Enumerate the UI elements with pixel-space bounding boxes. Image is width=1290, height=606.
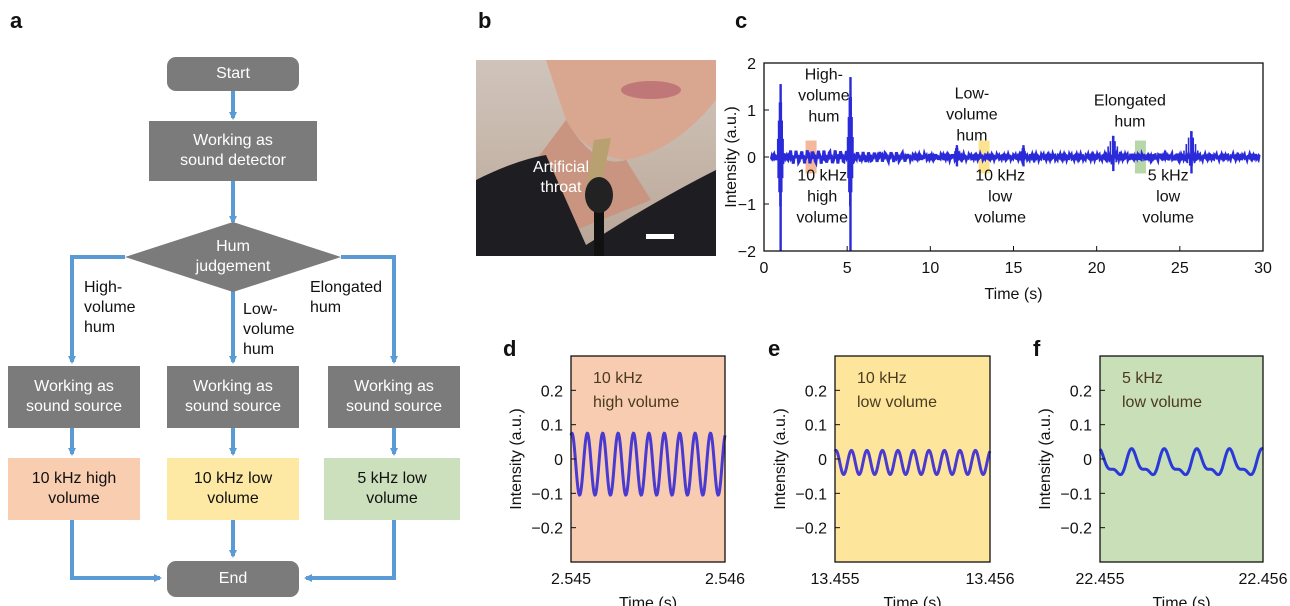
burst-0: [776, 84, 785, 251]
panel-letter-c: c: [735, 8, 748, 33]
series-label-d: 10 kHz high volume: [593, 370, 679, 411]
ytick-label-e-0: 0.2: [805, 383, 827, 400]
xtick-label-f-1: 22.456: [1239, 571, 1288, 588]
ytick-label-c-0: −2: [738, 244, 756, 261]
ytick-label-d-2: 0: [554, 452, 563, 469]
xtick-label-c-5: 25: [1171, 260, 1189, 277]
output-node-mid: 10 kHz low volume: [167, 458, 299, 520]
burst-1: [846, 77, 855, 251]
ytick-label-d-1: 0.1: [541, 418, 563, 435]
decision-label: Hum judgement: [195, 238, 271, 275]
panel-letter-d: d: [503, 336, 517, 361]
series-label-f: 5 kHz low volume: [1122, 370, 1202, 411]
ytick-label-d-0: 0.2: [541, 383, 563, 400]
photo-artificial-throat: Artificial throat: [476, 60, 716, 256]
branch-label-low: Low- volume hum: [243, 301, 295, 358]
annotation-c-2: Elongated hum: [1094, 92, 1166, 130]
waveform-e: [833, 448, 992, 476]
xtick-label-f-0: 22.455: [1076, 571, 1125, 588]
burst-5: [1183, 131, 1200, 174]
ylabel-c: Intensity (a.u.): [723, 106, 740, 207]
ytick-label-f-3: −0.1: [1060, 486, 1092, 503]
ytick-label-f-1: 0.1: [1070, 418, 1092, 435]
ylabel-d: Intensity (a.u.): [508, 408, 525, 509]
ytick-label-e-2: 0: [818, 452, 827, 469]
annotation-c-4: 10 kHz low volume: [974, 168, 1026, 227]
panel-letter-a: a: [10, 8, 23, 33]
xtick-label-d-0: 2.545: [551, 571, 591, 588]
burst-2: [953, 145, 961, 167]
xtick-label-c-2: 10: [921, 260, 939, 277]
series-label-e: 10 kHz low volume: [857, 370, 937, 411]
panel-letter-e: e: [768, 336, 781, 361]
ytick-label-f-4: −0.2: [1060, 521, 1092, 538]
detector-node: Working as sound detector: [149, 121, 317, 181]
end-node: End: [167, 561, 299, 597]
xlabel-d: Time (s): [619, 595, 677, 606]
xtick-label-c-6: 30: [1254, 260, 1272, 277]
annotation-c-1: Low-volume hum: [946, 85, 998, 144]
flowchart-arrows: [68, 91, 398, 582]
annotation-c-5: 5 kHz low volume: [1142, 168, 1194, 227]
xtick-label-c-3: 15: [1005, 260, 1023, 277]
ylabel-e: Intensity (a.u.): [772, 408, 789, 509]
burst-3: [1019, 145, 1028, 167]
ytick-label-e-3: −0.1: [795, 486, 827, 503]
xtick-label-c-4: 20: [1088, 260, 1106, 277]
panel-letter-b: b: [478, 8, 492, 33]
waveform-f: [1098, 447, 1264, 477]
decision-diamond: [125, 222, 341, 292]
output-node-left: 10 kHz high volume: [8, 458, 140, 520]
ytick-label-f-0: 0.2: [1070, 383, 1092, 400]
photo-label: Artificial throat: [533, 159, 590, 196]
ytick-label-e-1: 0.1: [805, 418, 827, 435]
source-node-right: Working as sound source: [328, 366, 460, 428]
xtick-label-e-0: 13.455: [811, 571, 860, 588]
source-node-mid: Working as sound source: [167, 366, 299, 428]
xtick-label-e-1: 13.456: [966, 571, 1015, 588]
ytick-label-c-2: 0: [747, 150, 756, 167]
ytick-label-d-3: −0.1: [531, 486, 563, 503]
xtick-label-d-1: 2.546: [705, 571, 745, 588]
burst-4: [1105, 135, 1122, 172]
waveform-d: [569, 431, 727, 497]
xlabel-e: Time (s): [883, 595, 941, 606]
ytick-label-d-4: −0.2: [531, 521, 563, 538]
ytick-label-f-2: 0: [1083, 452, 1092, 469]
source-node-left: Working as sound source: [8, 366, 140, 428]
annotation-c-0: High-volume hum: [798, 66, 850, 125]
ytick-label-e-4: −0.2: [795, 521, 827, 538]
panel-letter-f: f: [1033, 336, 1041, 361]
output-node-right: 5 kHz low volume: [324, 458, 460, 520]
start-node: Start: [167, 57, 299, 91]
ytick-label-c-4: 2: [747, 56, 756, 73]
ytick-label-c-1: −1: [738, 197, 756, 214]
xtick-label-c-0: 0: [760, 260, 769, 277]
branch-label-high: High- volume hum: [84, 279, 136, 336]
annotation-c-3: 10 kHz high volume: [796, 168, 848, 227]
xtick-label-c-1: 5: [843, 260, 852, 277]
ylabel-f: Intensity (a.u.): [1037, 408, 1054, 509]
xlabel-f: Time (s): [1152, 595, 1210, 606]
xlabel-c: Time (s): [984, 286, 1042, 303]
branch-label-elongated: Elongated hum: [310, 279, 383, 316]
ytick-label-c-3: 1: [747, 103, 756, 120]
